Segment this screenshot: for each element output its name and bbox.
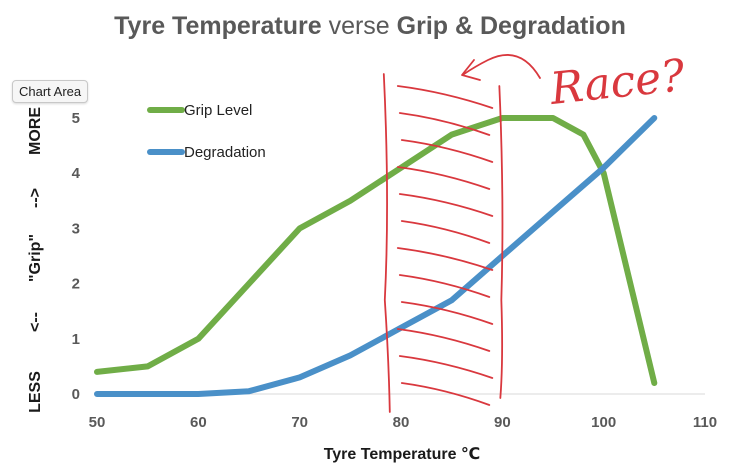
annotation-hatch-stroke bbox=[396, 85, 494, 109]
y-axis-title-arrow-right: --> bbox=[27, 188, 44, 208]
legend-label-grip: Grip Level bbox=[184, 102, 252, 119]
y-axis-title-arrow-left: <-- bbox=[27, 312, 44, 332]
y-axis-title-more: MORE bbox=[27, 107, 44, 155]
chart-title: Tyre Temperature verse Grip & Degradatio… bbox=[114, 12, 626, 40]
annotation-hatch-stroke bbox=[396, 328, 491, 352]
annotation-hatch-stroke bbox=[400, 382, 491, 406]
annotation-arrow-shaft bbox=[463, 53, 541, 79]
annotation-hatch-stroke bbox=[400, 220, 491, 244]
annotation-hatch-stroke bbox=[396, 166, 491, 190]
annotation-hatch-stroke bbox=[396, 247, 494, 271]
y-tick-label: 0 bbox=[72, 386, 80, 403]
plot-area[interactable]: 0 1 2 3 4 5 50 60 70 80 90 100 110 bbox=[72, 110, 717, 431]
x-tick-label: 60 bbox=[190, 414, 207, 431]
y-axis-title-grip: "Grip" bbox=[27, 234, 44, 282]
series-line-degradation bbox=[94, 115, 658, 397]
chart-title-part-2: verse bbox=[322, 12, 397, 40]
x-tick-label: 70 bbox=[291, 414, 308, 431]
y-axis-title: LESS <-- "Grip" --> MORE bbox=[27, 107, 44, 413]
annotation-hatch-stroke bbox=[400, 301, 494, 325]
annotation-hatch-stroke bbox=[398, 112, 491, 136]
annotation-handwritten-text: Race? bbox=[547, 50, 688, 115]
x-tick-label: 50 bbox=[89, 414, 106, 431]
annotation-hatch-stroke bbox=[398, 355, 494, 379]
y-tick-label: 1 bbox=[72, 331, 80, 348]
chart-area-tooltip: Chart Area bbox=[12, 80, 89, 103]
chart-title-part-1: Tyre Temperature bbox=[114, 12, 322, 40]
y-tick-label: 2 bbox=[72, 276, 80, 293]
annotation-hatch-stroke bbox=[400, 139, 494, 163]
y-tick-label: 5 bbox=[72, 110, 80, 127]
y-tick-label: 4 bbox=[72, 165, 81, 182]
x-tick-label: 80 bbox=[393, 414, 410, 431]
annotation-band-right-edge bbox=[498, 85, 504, 399]
legend-label-degradation: Degradation bbox=[184, 144, 266, 161]
annotation-hatch-stroke bbox=[398, 193, 494, 217]
annotation-hatch-stroke bbox=[398, 274, 491, 298]
x-axis-title: Tyre Temperature ℃ bbox=[324, 446, 481, 463]
y-axis-title-less: LESS bbox=[27, 371, 44, 413]
x-tick-label: 90 bbox=[494, 414, 511, 431]
legend: Grip Level Degradation bbox=[147, 102, 266, 161]
y-tick-label: 3 bbox=[72, 220, 80, 237]
annotation-arrow-head bbox=[461, 59, 481, 81]
x-tick-label: 110 bbox=[693, 414, 717, 431]
x-tick-label: 100 bbox=[591, 414, 616, 431]
annotation-band-left-edge bbox=[382, 73, 391, 413]
hand-drawn-annotation: Race? bbox=[382, 50, 688, 413]
chart-title-part-3: Grip & Degradation bbox=[397, 12, 626, 40]
